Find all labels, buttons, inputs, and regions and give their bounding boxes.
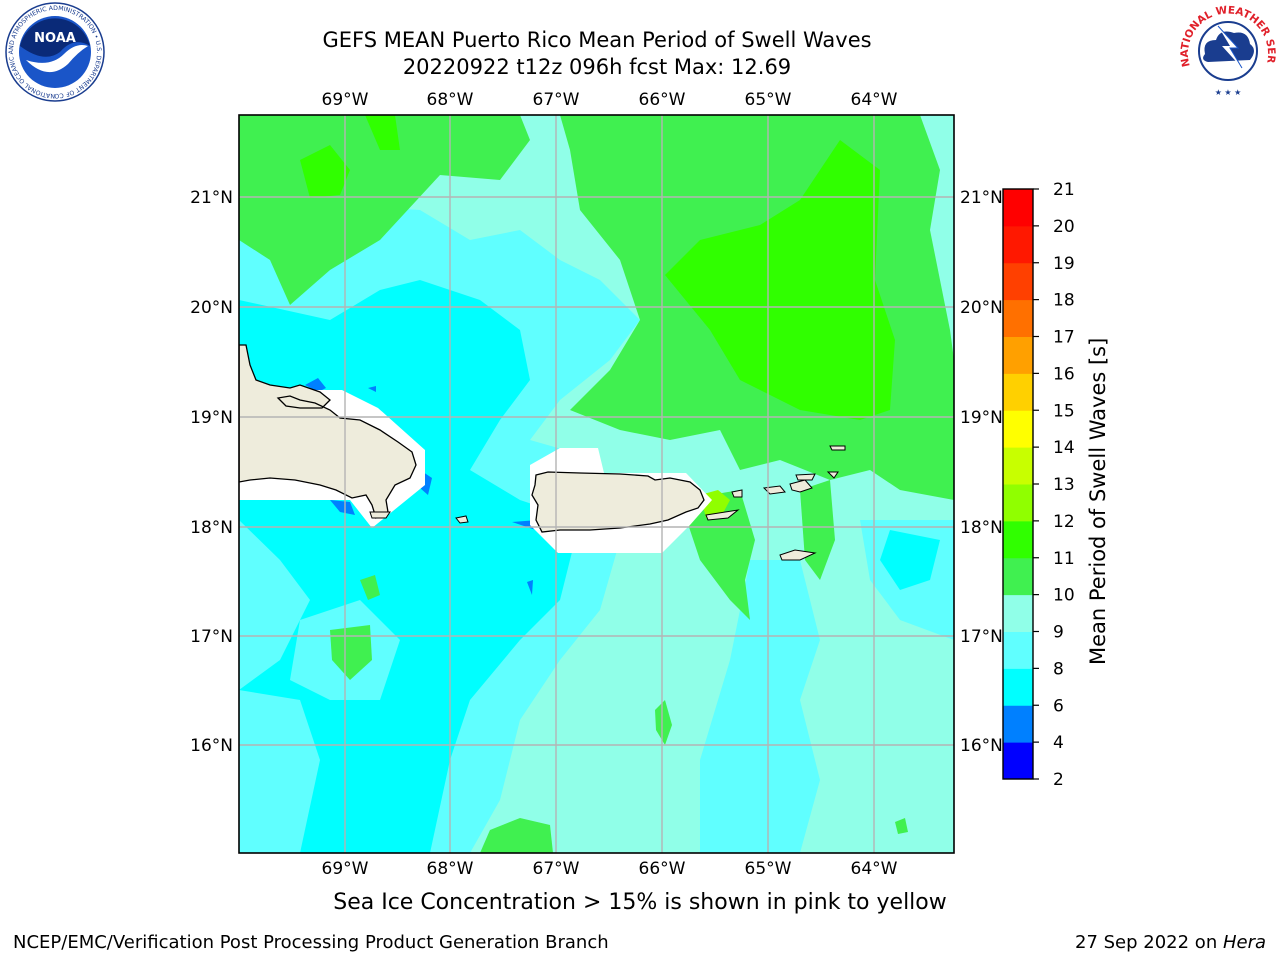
colorbar-segment [1003, 631, 1033, 669]
lat-label-right: 21°N [960, 188, 1003, 208]
lon-label-top: 64°W [851, 90, 898, 110]
colorbar-segment [1003, 262, 1033, 301]
footer-branch: NCEP/EMC/Verification Post Processing Pr… [13, 932, 609, 953]
colorbar-segment [1003, 225, 1033, 264]
colorbar-tick-label: 11 [1053, 549, 1075, 569]
lon-label-bottom: 64°W [851, 859, 898, 879]
lat-label-right: 19°N [960, 408, 1003, 428]
colorbar-segment [1003, 299, 1033, 337]
noaa-logo-text: NOAA [34, 31, 76, 46]
hispaniola-land [239, 344, 417, 519]
colorbar-segment [1003, 447, 1033, 485]
colorbar-segment [1003, 520, 1033, 559]
lon-label-top: 65°W [745, 90, 792, 110]
lat-label-right: 16°N [960, 736, 1003, 756]
colorbar-segment [1003, 705, 1033, 743]
nws-logo: NATIONAL WEATHER SERVICE ★ ★ ★ [1178, 2, 1277, 98]
lon-label-top: 68°W [427, 90, 474, 110]
colorbar-tick-label: 9 [1053, 623, 1064, 643]
lat-label-left: 19°N [190, 408, 233, 428]
svg-text:★ ★ ★: ★ ★ ★ [1215, 88, 1242, 97]
colorbar-tick-label: 21 [1053, 180, 1075, 200]
colorbar-segment [1003, 336, 1033, 374]
colorbar-tick-label: 4 [1053, 733, 1064, 753]
colorbar-tick-label: 12 [1053, 512, 1075, 532]
sea-ice-caption: Sea Ice Concentration > 15% is shown in … [333, 890, 947, 915]
colorbar-tick-label: 19 [1053, 254, 1075, 274]
lat-label-right: 18°N [960, 518, 1003, 538]
lat-label-left: 17°N [190, 627, 233, 647]
map-subtitle: 20220922 t12z 096h fcst Max: 12.69 [402, 55, 792, 79]
contour-fill-layer [239, 115, 954, 853]
lat-label-left: 18°N [190, 518, 233, 538]
map-title: GEFS MEAN Puerto Rico Mean Period of Swe… [322, 28, 872, 52]
colorbar-segment [1003, 189, 1033, 227]
lon-label-bottom: 68°W [427, 859, 474, 879]
noaa-logo: NATIONAL OCEANIC AND ATMOSPHERIC ADMINIS… [4, 2, 105, 102]
colorbar-segment [1003, 742, 1033, 780]
map-frame [238, 114, 955, 854]
lon-label-bottom: 69°W [322, 859, 369, 879]
lon-label-bottom: 66°W [639, 859, 686, 879]
colorbar-segment [1003, 557, 1033, 596]
colorbar-segment [1003, 410, 1033, 448]
lat-label-right: 20°N [960, 298, 1003, 318]
lat-label-left: 21°N [190, 188, 233, 208]
colorbar-segment [1003, 373, 1033, 411]
colorbar-segment [1003, 668, 1033, 706]
lon-label-bottom: 67°W [533, 859, 580, 879]
lat-label-left: 20°N [190, 298, 233, 318]
colorbar-tick-label: 13 [1053, 475, 1075, 495]
lon-label-top: 66°W [639, 90, 686, 110]
colorbar-tick-label: 6 [1053, 696, 1064, 716]
colorbar-tick-label: 14 [1053, 438, 1075, 458]
colorbar-tick-label: 16 [1053, 364, 1075, 384]
lat-label-right: 17°N [960, 627, 1003, 647]
graticule [239, 115, 954, 853]
colorbar-tick-label: 17 [1053, 328, 1075, 348]
colorbar-segment [1003, 484, 1033, 522]
colorbar-tick-label: 8 [1053, 659, 1064, 679]
colorbar-tick-label: 18 [1053, 291, 1075, 311]
footer-date-text: 27 Sep 2022 on [1075, 932, 1223, 953]
colorbar-tick-label: 10 [1053, 586, 1075, 606]
colorbar-label: Mean Period of Swell Waves [s] [1086, 337, 1110, 665]
footer-machine: Hera [1222, 932, 1266, 953]
colorbar-tick-label: 20 [1053, 217, 1075, 237]
lat-label-left: 16°N [190, 736, 233, 756]
colorbar-segment [1003, 594, 1033, 632]
lon-label-top: 67°W [533, 90, 580, 110]
colorbar-tick-label: 2 [1053, 770, 1064, 790]
colorbar-tick-label: 15 [1053, 401, 1075, 421]
puerto-rico-land [531, 471, 705, 533]
lon-label-bottom: 65°W [745, 859, 792, 879]
lon-label-top: 69°W [322, 90, 369, 110]
colorbar-segments [1003, 189, 1033, 780]
footer-date: 27 Sep 2022 on Hera [1075, 932, 1266, 953]
